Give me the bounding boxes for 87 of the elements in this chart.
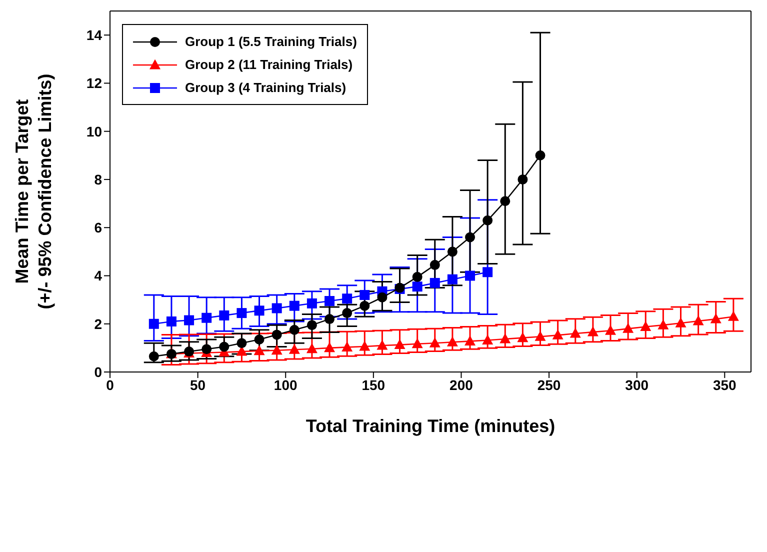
point	[289, 300, 300, 311]
point	[148, 351, 159, 362]
legend-label: Group 2 (11 Training Trials)	[185, 57, 353, 72]
x-tick-label: 50	[190, 376, 206, 393]
point	[658, 319, 669, 330]
y-tick-label: 4	[94, 268, 102, 284]
point	[359, 340, 370, 351]
point	[394, 339, 406, 350]
point	[377, 292, 388, 302]
point	[271, 344, 282, 355]
x-axis-title: Total Training Time (minutes)	[306, 416, 556, 436]
x-tick-label: 0	[106, 376, 114, 393]
point	[254, 345, 265, 356]
x-tick-label: 300	[625, 376, 649, 393]
y-tick-label: 0	[94, 364, 102, 380]
point	[184, 315, 194, 326]
point	[640, 321, 652, 332]
point	[518, 174, 528, 184]
point	[219, 310, 230, 320]
y-tick-label: 14	[86, 27, 102, 44]
point	[272, 330, 282, 340]
legend-label: Group 1 (5.5 Training Trials)	[185, 34, 357, 49]
point	[464, 335, 476, 346]
point	[517, 332, 528, 342]
x-tick-label: 350	[712, 376, 737, 393]
point	[219, 342, 230, 352]
y-tick-label: 10	[86, 123, 102, 140]
y-axis-title: Mean Time per Target (+/- 95% Confidence Limits)	[12, 74, 55, 310]
point	[622, 322, 634, 333]
point	[306, 298, 317, 308]
point	[342, 308, 352, 318]
point	[360, 300, 370, 311]
point	[202, 312, 212, 323]
point	[289, 324, 300, 335]
point	[430, 278, 440, 288]
point	[500, 333, 511, 344]
point	[447, 274, 458, 284]
point	[446, 336, 458, 346]
point	[482, 267, 493, 278]
point	[360, 290, 370, 300]
point	[324, 314, 335, 324]
point	[324, 296, 335, 306]
point	[710, 313, 722, 324]
point	[605, 324, 616, 335]
point	[148, 318, 159, 329]
y-tick-label: 2	[94, 316, 102, 332]
point	[692, 315, 704, 326]
point	[412, 338, 423, 348]
point	[166, 316, 176, 326]
point	[342, 341, 353, 352]
point	[202, 344, 212, 354]
point	[254, 334, 264, 345]
y-tick-label: 6	[94, 220, 102, 236]
point	[306, 320, 317, 330]
point	[482, 334, 494, 344]
point	[534, 330, 546, 341]
point	[236, 308, 247, 318]
y-tick-label: 12	[86, 75, 102, 92]
y-tick-label: 8	[94, 171, 102, 188]
point	[412, 282, 422, 292]
point	[500, 196, 510, 206]
point	[306, 343, 318, 354]
x-tick-label: 150	[362, 376, 386, 393]
x-tick-label: 250	[537, 376, 561, 393]
point	[465, 270, 476, 281]
point	[342, 294, 352, 304]
point	[465, 232, 476, 242]
point	[430, 260, 440, 270]
x-tick-label: 100	[274, 376, 298, 393]
point	[482, 215, 493, 226]
point	[587, 326, 598, 336]
point	[412, 272, 422, 282]
point	[429, 337, 440, 348]
x-tick-label: 200	[450, 376, 474, 393]
point	[324, 342, 336, 352]
legend-label: Group 3 (4 Training Trials)	[185, 80, 346, 95]
point	[376, 340, 388, 350]
point	[254, 306, 264, 316]
point	[447, 246, 458, 257]
point	[272, 303, 282, 314]
point	[728, 310, 739, 321]
point	[570, 328, 581, 338]
point	[675, 317, 686, 328]
point	[236, 338, 247, 348]
point	[552, 329, 564, 340]
point	[535, 150, 546, 160]
point	[288, 344, 300, 354]
